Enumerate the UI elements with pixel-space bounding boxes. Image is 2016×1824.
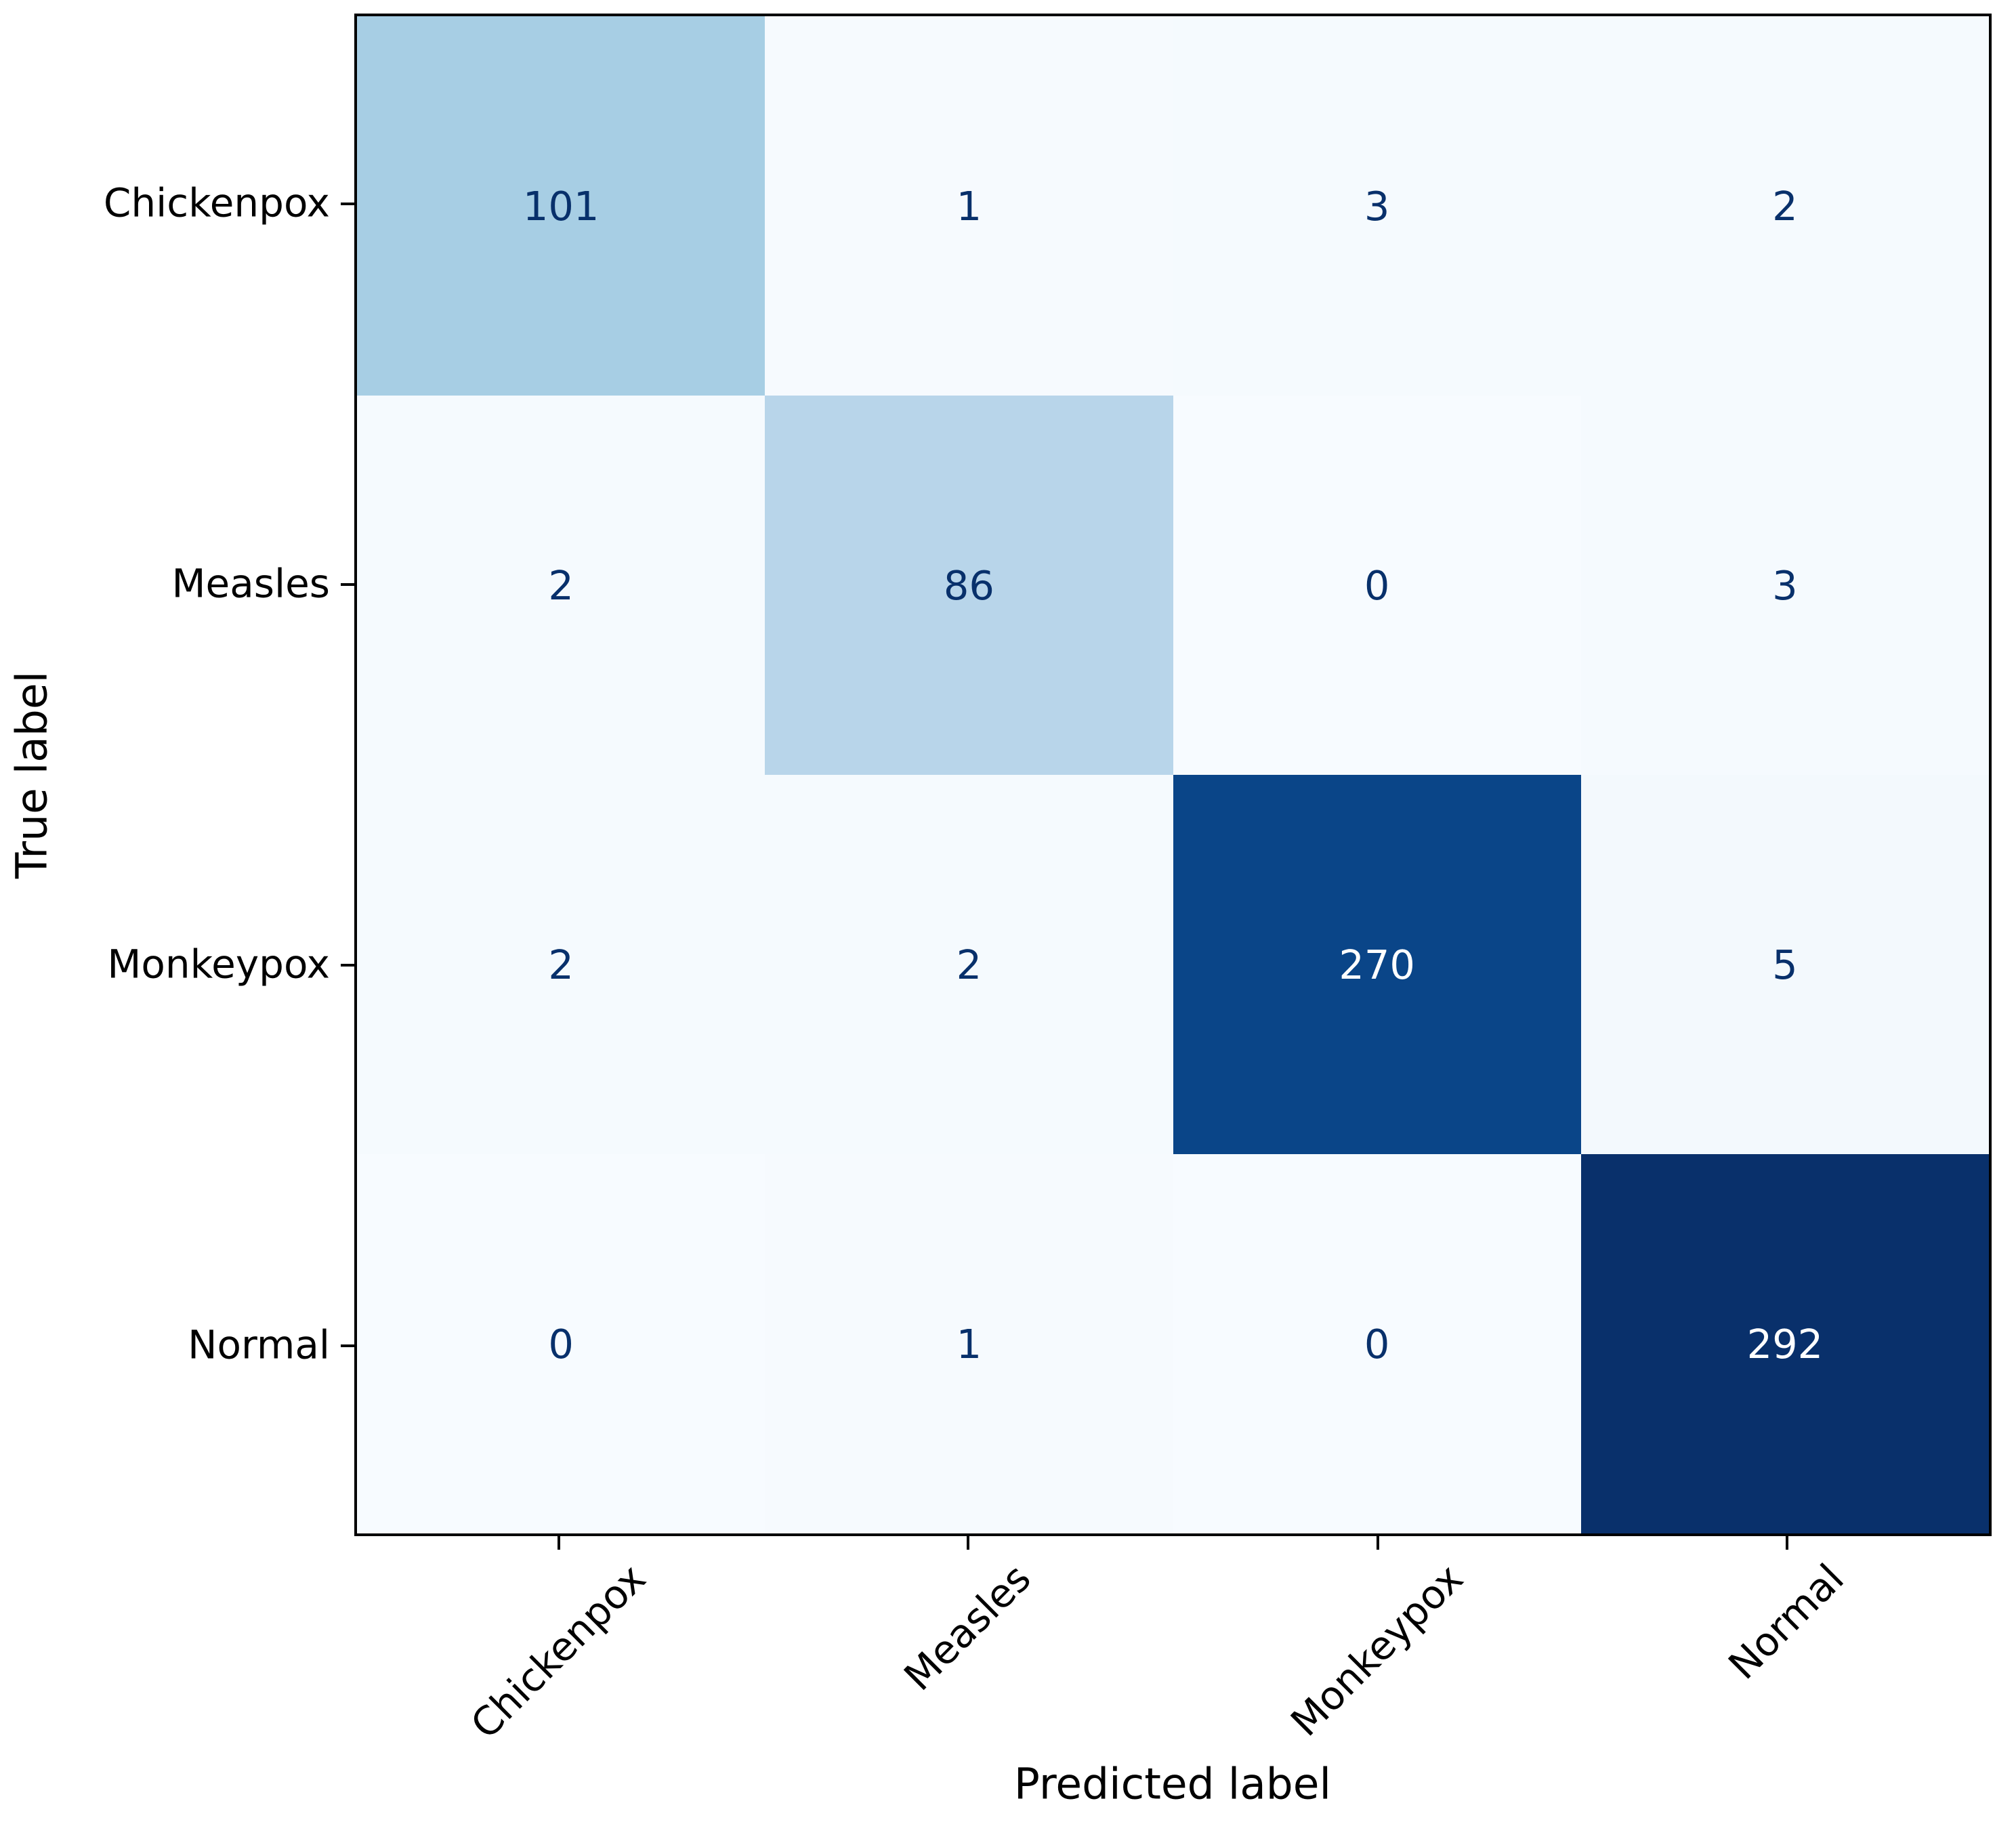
x-tick-label-measles: Measles — [895, 1555, 1040, 1700]
y-tick-label-chickenpox: Chickenpox — [103, 179, 330, 226]
cell-value: 2 — [1772, 182, 1798, 230]
cell-value: 0 — [1364, 1320, 1390, 1367]
matrix-cell-r0c3: 2 — [1580, 16, 1989, 396]
cell-value: 101 — [522, 182, 600, 230]
y-tick-label-monkeypox: Monkeypox — [107, 941, 330, 988]
x-tick-label-monkeypox: Monkeypox — [1282, 1555, 1472, 1745]
cell-value: 3 — [1364, 182, 1390, 230]
cell-value: 292 — [1746, 1320, 1824, 1367]
matrix-cell-r1c3: 3 — [1580, 396, 1989, 775]
matrix-cell-r0c0: 101 — [357, 16, 765, 396]
matrix-cell-r3c0: 0 — [357, 1154, 765, 1533]
x-tick-mark — [1376, 1536, 1379, 1550]
cell-value: 0 — [548, 1320, 574, 1367]
y-tick-label-normal: Normal — [188, 1321, 330, 1368]
x-tick-mark — [558, 1536, 561, 1550]
x-tick-label-chickenpox: Chickenpox — [462, 1555, 655, 1748]
matrix-cell-r3c1: 1 — [765, 1154, 1173, 1533]
x-tick-mark — [1785, 1536, 1788, 1550]
matrix-cell-r3c2: 0 — [1173, 1154, 1581, 1533]
cell-value: 2 — [956, 941, 982, 988]
cell-value: 5 — [1772, 941, 1798, 988]
matrix-cell-r1c0: 2 — [357, 396, 765, 775]
matrix-cell-r1c1: 86 — [765, 396, 1173, 775]
y-axis-title: True label — [7, 671, 57, 879]
cell-value: 2 — [548, 561, 574, 609]
matrix-cell-r3c3: 292 — [1580, 1154, 1989, 1533]
cell-value: 2 — [548, 941, 574, 988]
matrix-cell-r2c2: 270 — [1173, 775, 1581, 1154]
cell-value: 1 — [956, 182, 982, 230]
y-tick-mark — [341, 964, 354, 967]
y-tick-label-measles: Measles — [171, 560, 330, 607]
cell-value: 1 — [956, 1320, 982, 1367]
x-tick-mark — [967, 1536, 970, 1550]
matrix-cell-r2c1: 2 — [765, 775, 1173, 1154]
matrix-cell-r2c3: 5 — [1580, 775, 1989, 1154]
y-tick-mark — [341, 203, 354, 205]
x-tick-label-normal: Normal — [1719, 1555, 1853, 1689]
y-tick-mark — [341, 583, 354, 586]
cell-value: 86 — [943, 561, 994, 609]
matrix-cell-r0c1: 1 — [765, 16, 1173, 396]
cell-value: 0 — [1364, 561, 1390, 609]
heatmap-plot-area: 101 1 3 2 2 86 0 3 2 2 270 5 0 1 0 292 — [354, 14, 1992, 1536]
x-axis-title: Predicted label — [1013, 1759, 1332, 1809]
cell-value: 270 — [1339, 941, 1415, 988]
matrix-cell-r1c2: 0 — [1173, 396, 1581, 775]
y-tick-mark — [341, 1344, 354, 1347]
cell-value: 3 — [1772, 561, 1798, 609]
matrix-cell-r2c0: 2 — [357, 775, 765, 1154]
matrix-cell-r0c2: 3 — [1173, 16, 1581, 396]
